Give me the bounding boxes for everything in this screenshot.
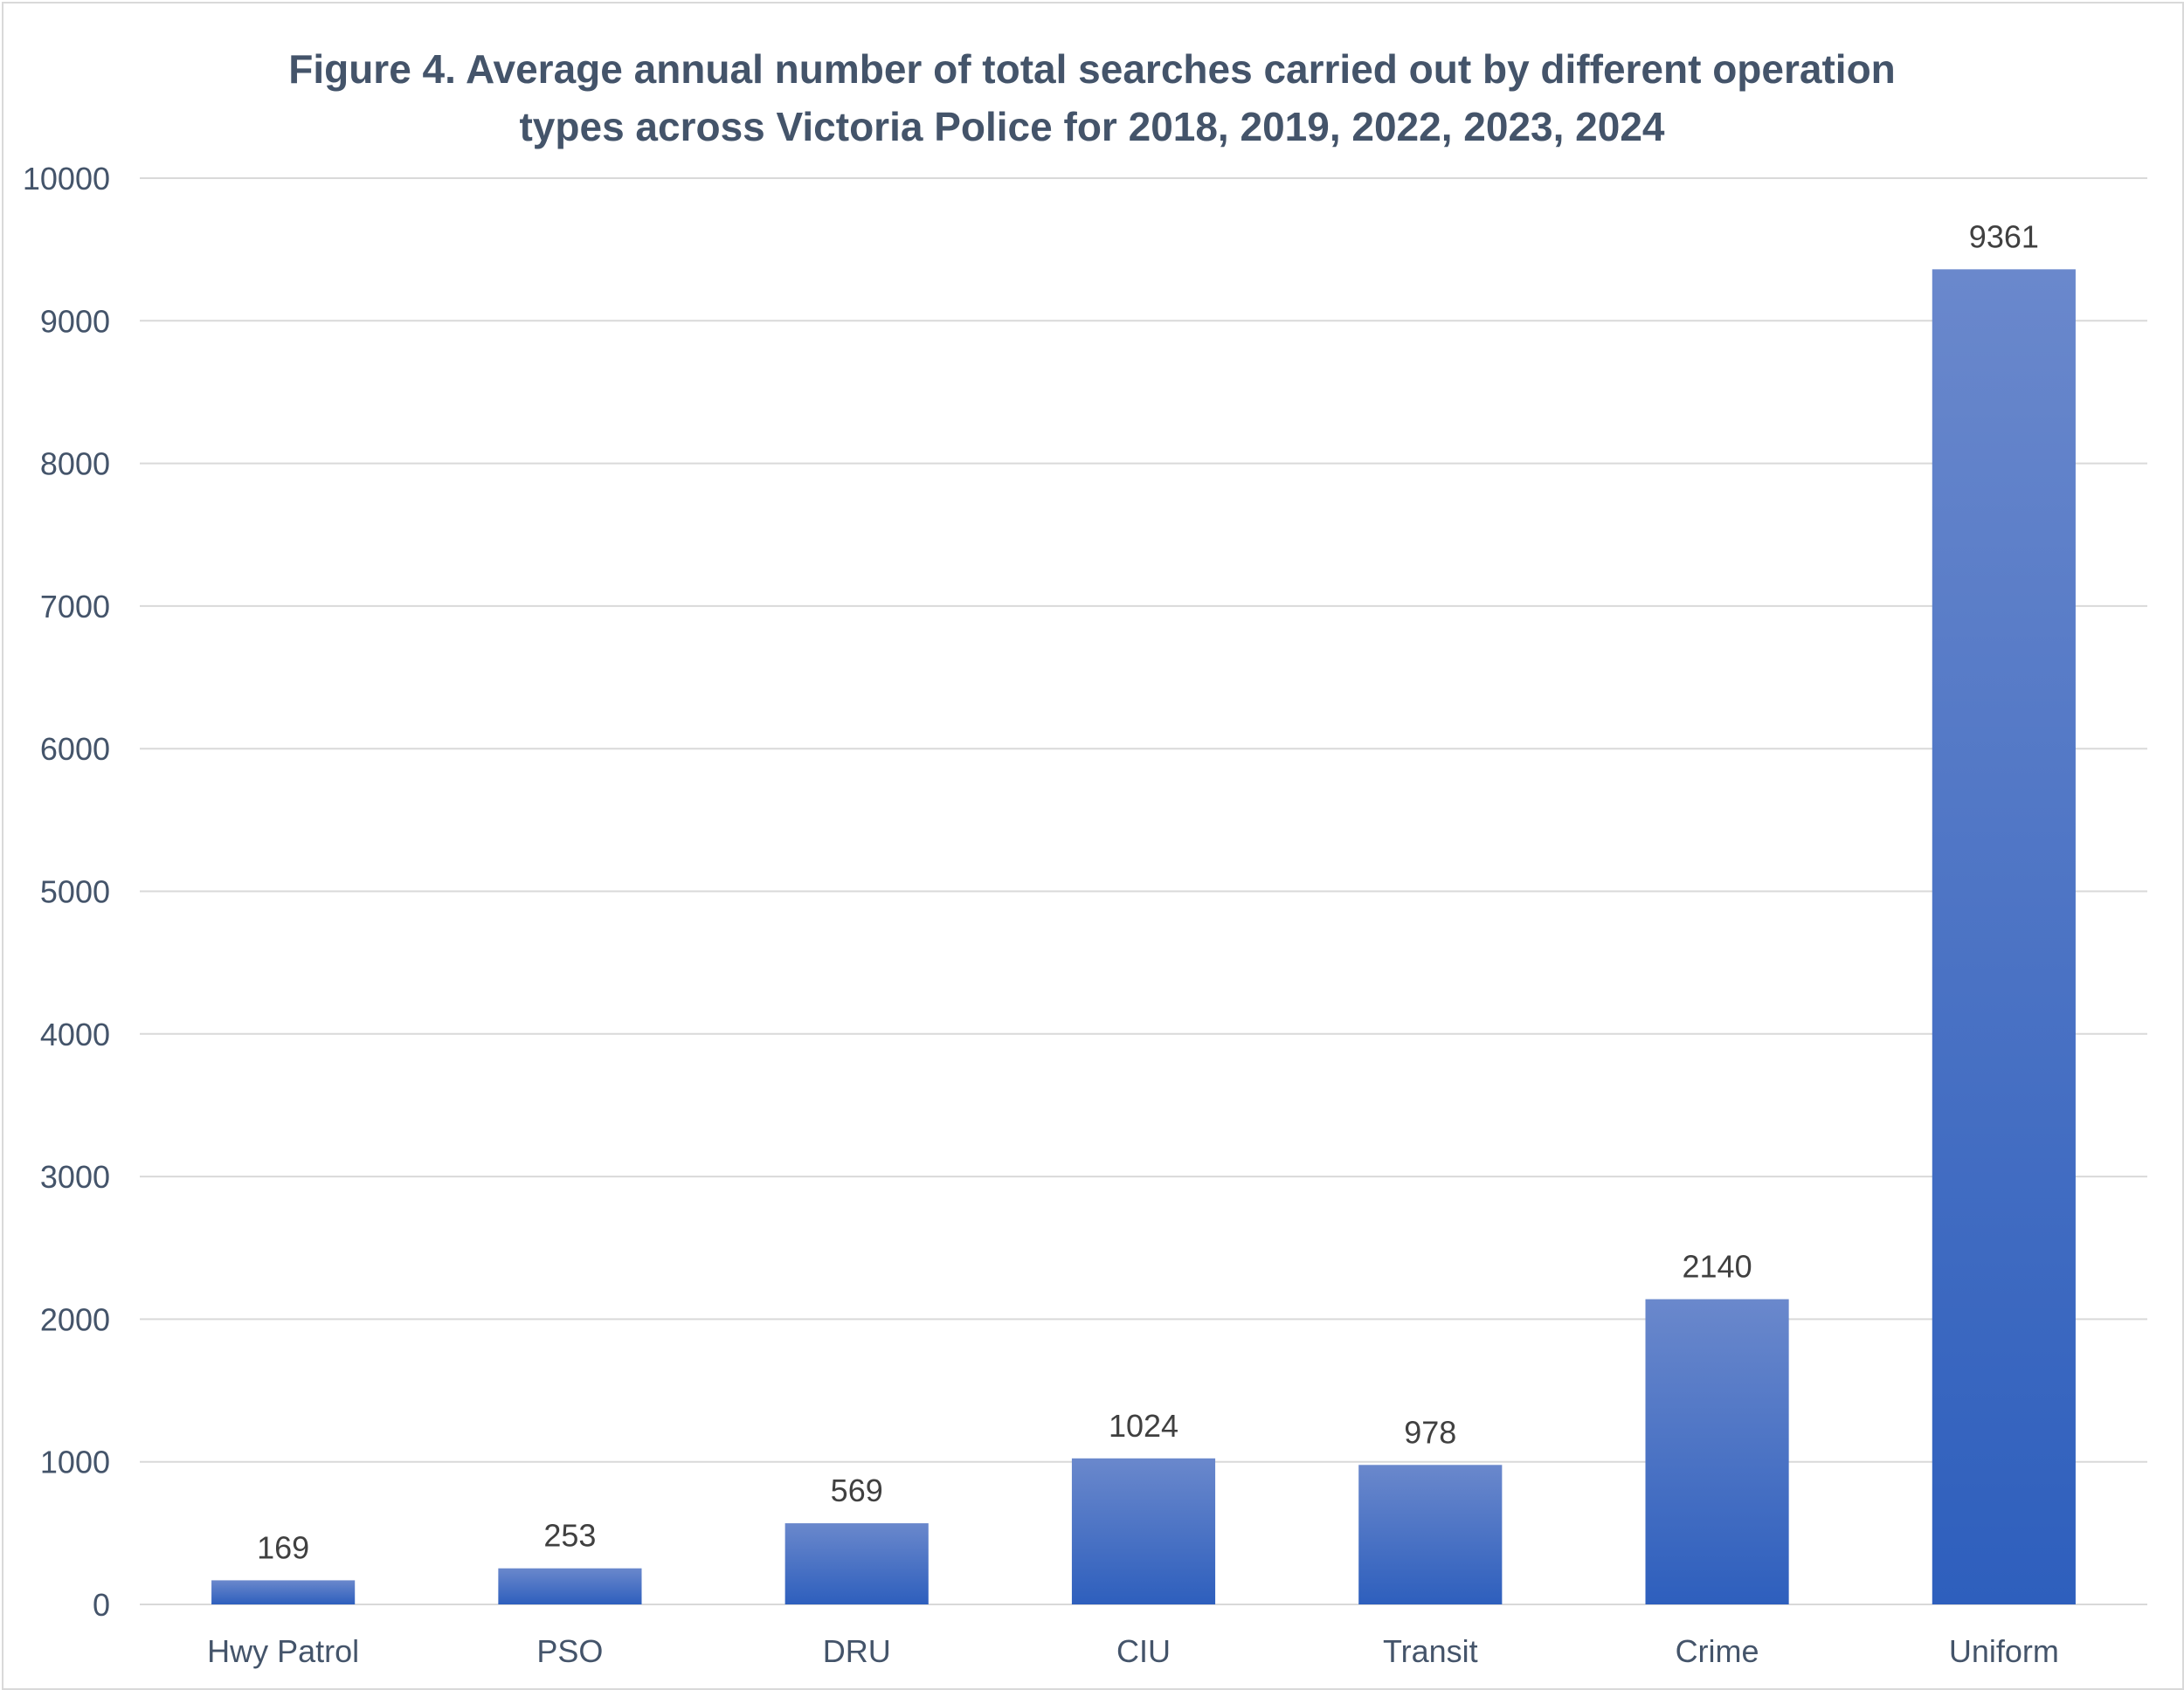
data-label-uniform: 9361	[1969, 218, 2039, 254]
y-tick-label: 3000	[40, 1159, 110, 1195]
bar-ciu	[1071, 1458, 1216, 1604]
y-tick-label: 7000	[40, 589, 110, 624]
bar-transit	[1358, 1465, 1503, 1604]
bar-dru	[784, 1523, 929, 1604]
y-tick-label: 0	[93, 1587, 110, 1623]
bars	[211, 269, 2076, 1605]
y-tick-label: 6000	[40, 731, 110, 767]
chart-title-line-1: Figure 4. Average annual number of total…	[288, 46, 1896, 92]
bar-pso	[498, 1568, 642, 1604]
x-tick-label-transit: Transit	[1383, 1633, 1478, 1669]
chart-title-line-2: types across Victoria Police for 2018, 2…	[519, 104, 1665, 149]
y-tick-label: 2000	[40, 1301, 110, 1337]
y-tick-label: 1000	[40, 1445, 110, 1480]
data-label-hwy-patrol: 169	[257, 1529, 309, 1565]
y-tick-label: 4000	[40, 1017, 110, 1052]
x-tick-label-ciu: CIU	[1116, 1633, 1171, 1669]
x-tick-label-crime: Crime	[1676, 1633, 1759, 1669]
y-axis-tick-labels: 0 1000 2000 3000 4000 5000 6000 7000 8000 9000 100…	[23, 161, 110, 1623]
data-label-dru: 569	[831, 1473, 883, 1508]
y-tick-label: 8000	[40, 446, 110, 482]
x-tick-label-hwy-patrol: Hwy Patrol	[207, 1633, 359, 1669]
data-label-pso: 253	[543, 1518, 596, 1554]
y-tick-label: 10000	[23, 161, 110, 197]
gridlines	[140, 177, 2147, 1605]
chart-title: Figure 4. Average annual number of total…	[0, 40, 2184, 155]
bar-crime	[1645, 1299, 1789, 1604]
bar-uniform	[1932, 269, 2076, 1605]
x-axis-tick-labels: Hwy Patrol PSO DRU CIU Transit Crime Uniform	[207, 1633, 2059, 1669]
data-labels: 169 253 569 1024 978 2140 9361	[257, 218, 2039, 1565]
data-label-ciu: 1024	[1109, 1408, 1178, 1444]
bar-hwy-patrol	[211, 1580, 356, 1604]
data-label-crime: 2140	[1683, 1249, 1752, 1285]
y-tick-label: 5000	[40, 874, 110, 910]
x-tick-label-dru: DRU	[823, 1633, 891, 1669]
y-tick-label: 9000	[40, 303, 110, 339]
x-tick-label-uniform: Uniform	[1949, 1633, 2059, 1669]
x-tick-label-pso: PSO	[536, 1633, 603, 1669]
data-label-transit: 978	[1404, 1414, 1456, 1450]
